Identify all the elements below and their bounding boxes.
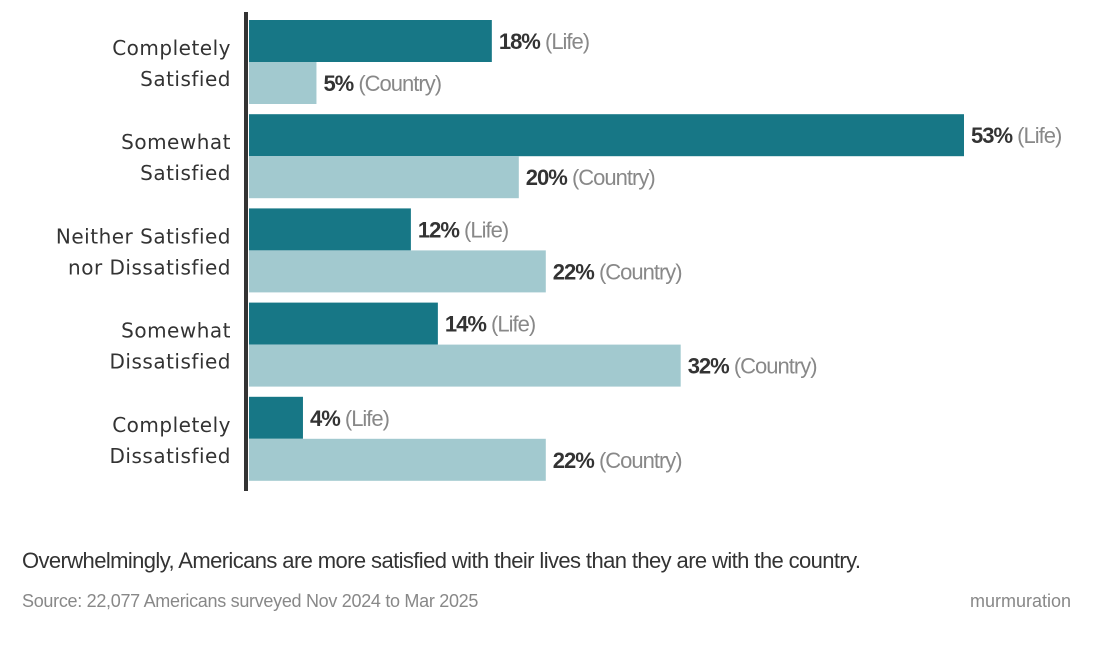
data-value: 5% — [323, 71, 353, 96]
data-label: 18% (Life) — [499, 29, 589, 54]
data-value: 18% — [499, 29, 540, 54]
category-label: Somewhat — [121, 319, 231, 343]
series-label: (Country) — [729, 354, 817, 379]
series-label: (Country) — [567, 165, 655, 190]
data-value: 12% — [418, 217, 459, 242]
bar-country — [249, 250, 546, 293]
series-label: (Country) — [353, 71, 441, 96]
data-label: 14% (Life) — [445, 312, 535, 337]
bar-country — [249, 156, 519, 199]
series-label: (Life) — [540, 29, 589, 54]
data-label: 20% (Country) — [526, 165, 655, 190]
data-value: 22% — [553, 448, 594, 473]
category-label: Neither Satisfied — [56, 224, 231, 248]
data-value: 14% — [445, 312, 486, 337]
bar-life — [249, 396, 303, 439]
series-label: (Life) — [1012, 123, 1061, 148]
category-label: nor Dissatisfied — [68, 255, 231, 279]
data-label: 32% (Country) — [688, 354, 817, 379]
series-label: (Life) — [486, 312, 535, 337]
data-value: 53% — [971, 123, 1012, 148]
series-label: (Life) — [340, 406, 389, 431]
data-label: 12% (Life) — [418, 217, 508, 242]
brand-logo: murmuration — [969, 591, 1071, 611]
y-axis-line — [244, 12, 248, 491]
data-value: 32% — [688, 354, 729, 379]
bar-country — [249, 62, 317, 104]
category-label: Satisfied — [140, 161, 231, 185]
data-value: 4% — [310, 406, 340, 431]
series-label: (Life) — [459, 217, 508, 242]
chart-caption: Overwhelmingly, Americans are more satis… — [22, 548, 861, 573]
series-label: (Country) — [594, 448, 682, 473]
bar-country — [249, 438, 546, 481]
series-label: (Country) — [594, 259, 682, 284]
category-label: Completely — [112, 413, 231, 437]
category-label: Somewhat — [121, 130, 231, 154]
data-label: 22% (Country) — [553, 448, 682, 473]
data-label: 53% (Life) — [971, 123, 1061, 148]
bar-country — [249, 344, 681, 387]
data-label: 5% (Country) — [323, 71, 441, 96]
bar-life — [249, 114, 964, 157]
bar-life — [249, 20, 492, 62]
data-label: 4% (Life) — [310, 406, 389, 431]
category-label: Satisfied — [140, 67, 231, 91]
bar-chart: Completely Satisfied 18% (Life) 5% (Country… — [56, 12, 1062, 491]
data-value: 20% — [526, 165, 567, 190]
category-label: Completely — [112, 36, 231, 60]
data-value: 22% — [553, 259, 594, 284]
bar-life — [249, 302, 438, 345]
category-label: Dissatisfied — [110, 444, 231, 468]
data-label: 22% (Country) — [553, 259, 682, 284]
bar-life — [249, 208, 411, 251]
category-label: Dissatisfied — [110, 350, 231, 374]
source-note: Source: 22,077 Americans surveyed Nov 20… — [22, 591, 479, 611]
